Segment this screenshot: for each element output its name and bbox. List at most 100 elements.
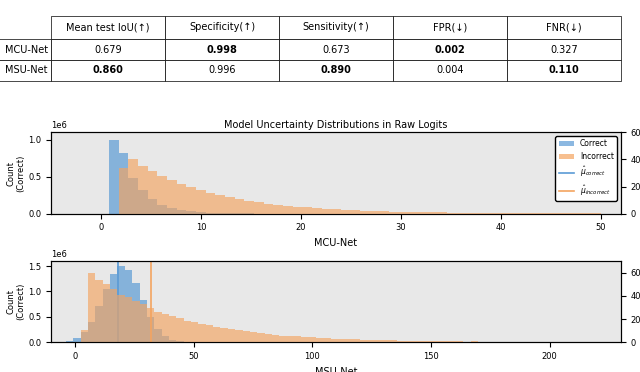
Bar	[118, 266, 125, 342]
Bar	[397, 341, 404, 342]
Bar	[339, 339, 346, 342]
Bar	[196, 212, 205, 214]
Bar	[95, 280, 103, 342]
Bar	[456, 341, 463, 342]
Bar	[81, 330, 88, 342]
Bar	[408, 212, 418, 214]
Bar	[184, 321, 191, 342]
Bar	[167, 180, 177, 214]
Bar	[119, 153, 129, 214]
Bar	[88, 322, 95, 342]
Bar	[167, 208, 177, 214]
Bar	[186, 187, 196, 214]
Bar	[157, 176, 167, 214]
Bar	[177, 184, 186, 214]
Y-axis label: Count
(Correct): Count (Correct)	[6, 154, 26, 192]
Bar	[138, 166, 148, 214]
Bar	[110, 273, 118, 342]
Bar	[447, 213, 457, 214]
Bar	[191, 322, 198, 342]
Bar	[486, 213, 495, 214]
Legend: Correct, Incorrect, $\hat{\mu}_{correct}$, $\hat{\mu}_{incorrect}$: Correct, Incorrect, $\hat{\mu}_{correct}…	[556, 136, 617, 201]
Bar	[463, 341, 471, 342]
Bar	[157, 205, 167, 214]
Bar	[140, 300, 147, 342]
Bar	[213, 327, 221, 342]
Bar	[205, 213, 215, 214]
Bar	[390, 340, 397, 342]
Bar	[129, 178, 138, 214]
Bar	[81, 332, 88, 342]
Bar	[399, 212, 408, 214]
Y-axis label: Count
(Correct): Count (Correct)	[6, 283, 26, 320]
Bar	[309, 337, 316, 342]
Bar	[147, 308, 154, 342]
Bar	[331, 339, 339, 342]
Bar	[125, 297, 132, 342]
Bar	[321, 209, 331, 214]
Bar	[478, 341, 486, 342]
Bar	[515, 213, 524, 214]
Bar	[360, 211, 370, 214]
Bar	[148, 171, 157, 214]
Bar	[292, 206, 302, 214]
Bar	[129, 160, 138, 214]
Bar	[346, 339, 353, 342]
Bar	[221, 328, 228, 342]
Bar	[110, 289, 118, 342]
Bar	[457, 213, 467, 214]
Bar	[524, 213, 534, 214]
Bar	[324, 338, 331, 342]
Bar	[368, 340, 375, 342]
Bar	[162, 314, 169, 342]
Bar	[228, 330, 236, 342]
Bar	[169, 340, 177, 342]
Bar	[147, 317, 154, 342]
Bar	[412, 341, 419, 342]
Bar	[316, 338, 324, 342]
Bar	[427, 341, 434, 342]
Bar	[273, 205, 283, 214]
Bar	[437, 212, 447, 214]
Bar	[419, 341, 427, 342]
Bar	[272, 335, 280, 342]
Bar	[154, 312, 162, 342]
Bar	[428, 212, 437, 214]
Bar	[109, 140, 119, 214]
Bar	[257, 333, 265, 342]
Bar	[254, 202, 264, 214]
Bar	[383, 340, 390, 342]
Bar	[476, 213, 486, 214]
Bar	[250, 332, 257, 342]
Bar	[404, 341, 412, 342]
Bar	[95, 307, 103, 342]
Bar	[353, 339, 360, 342]
Bar	[103, 285, 110, 342]
Bar	[434, 341, 442, 342]
Bar	[244, 201, 254, 214]
Bar	[265, 334, 272, 342]
Title: Model Uncertainty Distributions in Raw Logits: Model Uncertainty Distributions in Raw L…	[224, 120, 448, 130]
Bar	[418, 212, 428, 214]
Bar	[196, 190, 205, 214]
Bar	[449, 341, 456, 342]
Bar	[177, 210, 186, 214]
Bar	[140, 304, 147, 342]
Bar	[169, 315, 177, 342]
Bar	[186, 211, 196, 214]
Bar	[287, 336, 294, 342]
Bar	[162, 336, 169, 342]
Bar	[177, 318, 184, 342]
Bar	[351, 210, 360, 214]
Bar	[103, 289, 110, 342]
Bar	[215, 195, 225, 214]
Bar	[442, 341, 449, 342]
Bar	[493, 341, 500, 342]
Bar	[294, 336, 301, 342]
Bar	[331, 209, 341, 214]
Bar	[360, 340, 368, 342]
Bar	[119, 168, 129, 214]
Bar	[486, 341, 493, 342]
Bar	[132, 301, 140, 342]
Bar	[198, 324, 206, 342]
